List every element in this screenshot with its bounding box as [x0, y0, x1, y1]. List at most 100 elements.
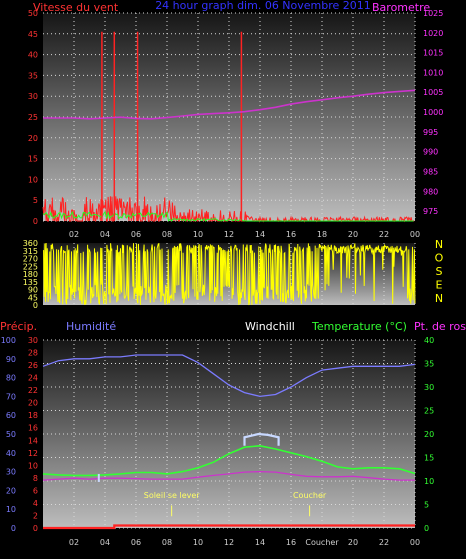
baro-tick-label: 1000 [423, 108, 443, 117]
hour-tick-label: 20 [348, 230, 358, 239]
baro-tick-label: 980 [423, 187, 438, 196]
wind-average-line [42, 210, 414, 222]
wind-tick-label: 35 [28, 71, 38, 80]
precip-tick-label: 10 [28, 461, 38, 470]
wind-tick-label: 5 [33, 196, 38, 205]
baro-tick-label: 1015 [423, 49, 443, 58]
dew-point-line [42, 470, 415, 481]
hour-tick-label: 16 [286, 538, 296, 547]
precip-tick-label: 16 [28, 424, 38, 433]
wind-tick-label: 30 [28, 92, 38, 101]
precip-tick-label: 22 [28, 386, 38, 395]
precip-tick-label: 14 [28, 436, 38, 445]
hour-tick-label: 12 [224, 230, 234, 239]
compass-letter: N [435, 292, 443, 305]
compass-letter: E [436, 279, 443, 292]
windchill-line [243, 432, 280, 446]
hour-tick-label: 00 [410, 538, 420, 547]
temperature-line [42, 444, 416, 477]
precip-tick-label: 2 [33, 511, 38, 520]
precip-tick-label: 20 [28, 399, 38, 408]
baro-tick-label: 1025 [423, 9, 443, 18]
humidity-tick-label: 70 [6, 392, 16, 401]
humidity-tick-label: 90 [6, 355, 16, 364]
hour-tick-label: 04 [100, 538, 110, 547]
precip-tick-label: 6 [33, 486, 38, 495]
wind-direction-line [42, 242, 416, 306]
precip-tick-label: 26 [28, 361, 38, 370]
sun-annotations: Soleil se lever Coucher [144, 491, 327, 517]
dew-point-header: Pt. de rosée [414, 320, 466, 333]
baro-tick-label: 995 [423, 128, 438, 137]
temperature-series [42, 354, 416, 530]
direction-tick-label: 90 [28, 286, 38, 295]
humidity-axis: 0 10 20 30 40 50 60 70 80 90 100 [1, 336, 16, 533]
hour-tick-label: 22 [379, 230, 389, 239]
precip-tick-label: 28 [28, 349, 38, 358]
wind-speed-header: Vitesse du vent [33, 1, 119, 14]
hour-tick-label: 12 [224, 538, 234, 547]
hour-tick-label: 08 [162, 230, 172, 239]
baro-tick-label: 990 [423, 148, 438, 157]
precip-tick-label: 12 [28, 449, 38, 458]
wind-tick-label: 15 [28, 155, 38, 164]
temperature-tick-label: 30 [424, 383, 434, 392]
wind-tick-label: 50 [28, 9, 38, 18]
temperature-grid [43, 339, 416, 529]
barometer-line [43, 89, 416, 120]
hour-tick-label: 02 [69, 538, 79, 547]
baro-tick-label: 1020 [423, 29, 443, 38]
windchill-header: Windchill [245, 320, 295, 333]
wind-direction-series [42, 242, 416, 306]
hour-tick-label: 20 [348, 538, 358, 547]
hour-tick-label: 08 [162, 538, 172, 547]
wind-tick-label: 20 [28, 134, 38, 143]
humidity-tick-label: 60 [6, 411, 16, 420]
humidity-tick-label: 50 [6, 430, 16, 439]
direction-tick-label: 180 [23, 270, 38, 279]
temperature-tick-label: 25 [424, 407, 434, 416]
wind-tick-label: 40 [28, 51, 38, 60]
wind-tick-label: 25 [28, 113, 38, 122]
wind-tick-label: 45 [28, 30, 38, 39]
humidity-line [42, 354, 416, 398]
temperature-header: Temperature (°C) [311, 320, 407, 333]
sunrise-label: Soleil se lever [144, 491, 201, 500]
precip-tick-label: 30 [28, 336, 38, 345]
compass-letter: O [435, 252, 444, 265]
humidity-tick-label: 100 [1, 336, 16, 345]
temperature-tick-label: 20 [424, 430, 434, 439]
hour-tick-label: 06 [131, 230, 141, 239]
direction-tick-label: 0 [33, 301, 38, 310]
humidity-tick-label: 10 [6, 505, 16, 514]
direction-tick-label: 45 [28, 293, 38, 302]
humidity-tick-label: 40 [6, 449, 16, 458]
hour-tick-label: 02 [69, 230, 79, 239]
humidity-header: Humidité [66, 320, 116, 333]
precip-tick-label: 4 [33, 499, 38, 508]
hour-tick-label: 16 [286, 230, 296, 239]
wind-time-axis: 02 04 06 08 10 12 14 16 18 20 22 00 [69, 230, 420, 239]
humidity-tick-label: 80 [6, 374, 16, 383]
temperature-tick-label: 15 [424, 454, 434, 463]
precip-tick-label: 0 [33, 524, 38, 533]
direction-tick-label: 315 [23, 247, 38, 256]
direction-tick-label: 225 [23, 262, 38, 271]
chart-title: 24 hour graph dim. 06 Novembre 2011 [155, 0, 371, 12]
precip-line [43, 524, 415, 530]
temperature-tick-label: 10 [424, 477, 434, 486]
hour-tick-label: 14 [255, 538, 265, 547]
wind-speed-axis: 0 5 10 15 20 25 30 35 40 45 50 [28, 9, 38, 226]
hour-tick-label: 18 [317, 230, 327, 239]
hour-tick-label: 22 [379, 538, 389, 547]
baro-tick-label: 1010 [423, 68, 443, 77]
hour-tick-label: 04 [100, 230, 110, 239]
temperature-tick-label: 5 [424, 501, 429, 510]
wind-barometer-series [42, 31, 416, 223]
bottom-time-axis: 02 04 06 08 10 12 14 16 Coucher 20 22 00 [69, 538, 420, 547]
humidity-tick-label: 20 [6, 486, 16, 495]
hour-tick-label: 10 [193, 538, 203, 547]
sunset-label: Coucher [293, 491, 327, 500]
